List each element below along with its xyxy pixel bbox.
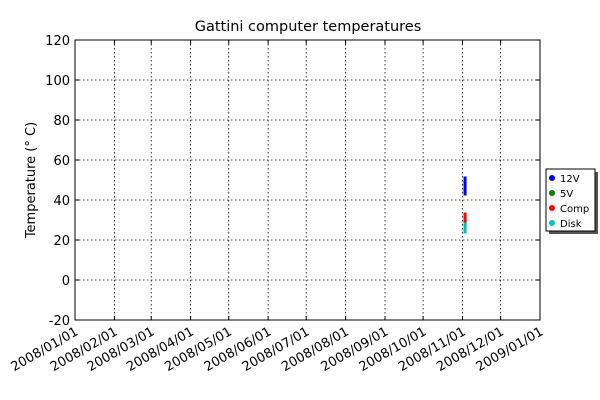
legend-label: Disk <box>560 219 582 230</box>
point <box>463 222 467 230</box>
chart-title: Gattini computer temperatures <box>195 19 422 35</box>
y-tick-label: 20 <box>53 234 70 249</box>
point <box>463 176 467 184</box>
plot-frame <box>74 39 541 321</box>
legend-marker <box>549 205 555 211</box>
legend-label: 12V <box>560 174 580 185</box>
point <box>463 180 467 188</box>
y-tick-label: 100 <box>45 74 70 89</box>
point <box>463 212 467 220</box>
legend-label: 5V <box>560 189 573 200</box>
y-tick-label: 0 <box>62 274 70 289</box>
y-tick-label: 120 <box>45 34 70 49</box>
point <box>463 216 467 224</box>
legend-marker <box>549 190 555 196</box>
y-tick-label: -20 <box>49 314 70 329</box>
y-tick-label: 60 <box>53 154 70 169</box>
point <box>463 184 467 192</box>
legend-label: Comp <box>560 204 589 215</box>
y-axis-label: Temperature (° C) <box>24 122 39 239</box>
y-tick-label: 40 <box>53 194 70 209</box>
legend-marker <box>549 175 555 181</box>
legend-marker <box>549 220 555 226</box>
point <box>463 188 467 196</box>
y-tick-label: 80 <box>53 114 70 129</box>
